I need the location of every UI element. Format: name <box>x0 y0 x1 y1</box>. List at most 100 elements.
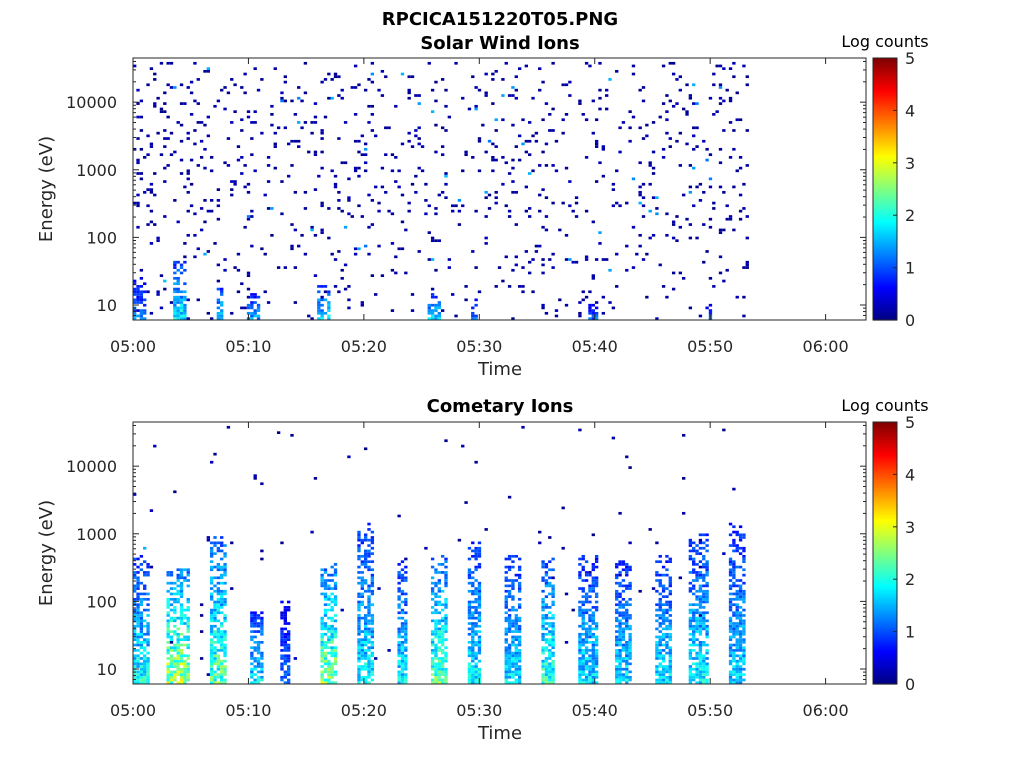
solar-wind-count-cell <box>430 314 435 318</box>
cometary-count-cell <box>705 657 709 660</box>
cometary-count-cell <box>209 657 214 660</box>
cometary-count-cell <box>732 597 736 601</box>
cometary-count-cell <box>578 600 582 604</box>
cometary-count-cell <box>551 638 555 641</box>
cometary-count-cell <box>209 640 214 644</box>
cometary-count-cell <box>166 571 170 574</box>
cometary-count-cell <box>588 589 592 593</box>
cometary-count-cell <box>668 579 672 582</box>
cometary-count-cell <box>320 592 324 596</box>
cometary-count-cell <box>367 619 371 623</box>
solar-wind-count-cell <box>186 131 190 135</box>
cometary-count-cell <box>434 568 438 572</box>
solar-wind-count-cell <box>136 115 140 119</box>
cometary-count-cell <box>504 576 508 580</box>
solar-wind-count-cell <box>725 204 729 208</box>
cometary-count-cell <box>688 611 693 615</box>
solar-wind-count-cell <box>203 123 207 127</box>
cometary-count-cell <box>621 606 626 609</box>
cometary-count-cell <box>705 627 709 631</box>
cometary-count-cell <box>169 665 174 668</box>
solar-wind-colorbar-segment <box>873 171 897 175</box>
cometary-count-cell <box>323 608 328 612</box>
cometary-count-cell <box>625 619 629 623</box>
cometary-count-cell <box>544 579 549 582</box>
cometary-count-cell <box>340 608 344 612</box>
cometary-count-cell <box>735 579 739 582</box>
cometary-count-cell <box>400 624 405 628</box>
cometary-count-cell <box>213 589 217 593</box>
cometary-count-cell <box>139 614 144 617</box>
cometary-colorbar-segment <box>873 607 897 611</box>
solar-wind-count-cell <box>133 282 137 286</box>
solar-wind-count-cell <box>611 204 616 208</box>
cometary-count-cell <box>280 643 284 647</box>
cometary-count-cell <box>143 571 147 574</box>
cometary-count-cell <box>260 675 264 679</box>
solar-wind-count-cell <box>695 102 699 105</box>
cometary-count-cell <box>133 627 137 631</box>
solar-wind-count-cell <box>380 94 385 97</box>
solar-wind-count-cell <box>256 309 261 312</box>
solar-wind-count-cell <box>628 139 632 143</box>
solar-wind-count-cell <box>340 276 344 280</box>
solar-wind-count-cell <box>216 217 221 221</box>
solar-wind-count-cell <box>146 290 150 294</box>
cometary-count-cell <box>370 640 375 644</box>
cometary-count-cell <box>541 675 545 679</box>
cometary-x-tick-label: 05:40 <box>572 701 618 720</box>
cometary-count-cell <box>507 619 512 623</box>
solar-wind-count-cell <box>163 180 167 183</box>
cometary-count-cell <box>143 646 147 650</box>
cometary-count-cell <box>618 571 622 574</box>
solar-wind-count-cell <box>139 172 144 175</box>
cometary-count-cell <box>695 667 699 671</box>
solar-wind-count-cell <box>678 164 682 167</box>
cometary-count-cell <box>136 635 140 639</box>
cometary-count-cell <box>143 632 147 636</box>
cometary-y-tick-label: 100 <box>86 592 117 611</box>
solar-wind-count-cell <box>377 88 381 92</box>
cometary-count-cell <box>256 640 261 644</box>
cometary-colorbar-segment <box>873 548 897 552</box>
cometary-count-cell <box>139 622 144 625</box>
solar-wind-count-cell <box>437 303 441 307</box>
cometary-count-cell <box>695 571 699 574</box>
cometary-count-cell <box>220 565 224 569</box>
cometary-count-cell <box>250 667 254 671</box>
cometary-count-cell <box>136 643 140 647</box>
cometary-colorbar-segment <box>873 681 897 685</box>
cometary-count-cell <box>400 630 405 633</box>
cometary-count-cell <box>584 635 589 639</box>
solar-wind-count-cell <box>494 129 498 132</box>
solar-wind-count-cell <box>447 115 452 119</box>
cometary-count-cell <box>584 579 589 582</box>
solar-wind-count-cell <box>220 311 224 315</box>
cometary-count-cell <box>209 681 214 684</box>
solar-wind-count-cell <box>641 204 646 208</box>
cometary-count-cell <box>280 678 284 682</box>
solar-wind-count-cell <box>320 285 324 288</box>
cometary-count-cell <box>320 657 324 660</box>
solar-wind-count-cell <box>209 209 214 213</box>
cometary-colorbar-segment <box>873 463 897 467</box>
cometary-colorbar-segment <box>873 603 897 606</box>
solar-wind-colorbar-segment <box>873 313 897 317</box>
solar-wind-count-cell <box>357 139 361 143</box>
cometary-count-cell <box>735 595 739 598</box>
cometary-count-cell <box>591 673 595 676</box>
cometary-count-cell <box>223 643 227 647</box>
cometary-count-cell <box>698 640 703 644</box>
solar-wind-count-cell <box>685 113 689 116</box>
cometary-count-cell <box>461 444 465 448</box>
cometary-count-cell <box>434 678 438 682</box>
cometary-count-cell <box>615 565 619 569</box>
cometary-count-cell <box>742 657 746 660</box>
cometary-count-cell <box>183 614 187 617</box>
cometary-count-cell <box>504 640 508 644</box>
solar-wind-count-cell <box>216 199 221 202</box>
cometary-count-cell <box>183 568 187 572</box>
cometary-colorbar-segment <box>873 631 897 635</box>
cometary-count-cell <box>735 597 739 601</box>
cometary-count-cell <box>742 630 746 633</box>
